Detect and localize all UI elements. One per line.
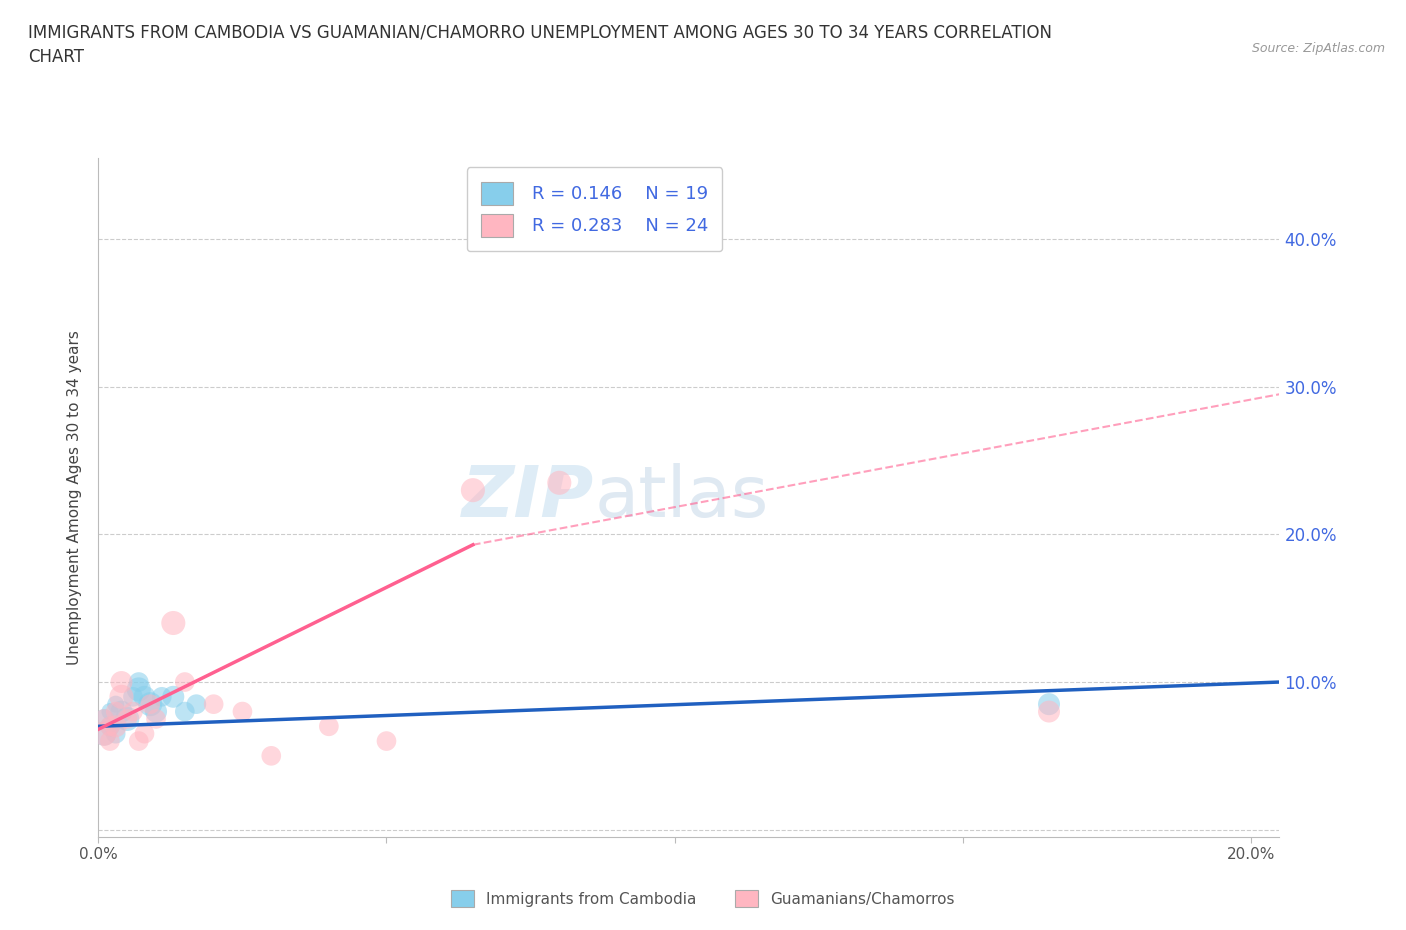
Point [548,475,571,490]
Point [93,711,115,726]
Point [104,726,127,741]
Point [375,734,398,749]
Point [318,719,340,734]
Point [134,689,156,704]
Point [122,704,145,719]
Point [93,711,115,726]
Point [260,749,283,764]
Point [110,704,132,719]
Point [461,483,484,498]
Point [128,682,150,697]
Point [110,674,132,689]
Text: IMMIGRANTS FROM CAMBODIA VS GUAMANIAN/CHAMORRO UNEMPLOYMENT AMONG AGES 30 TO 34 : IMMIGRANTS FROM CAMBODIA VS GUAMANIAN/CH… [28,23,1052,66]
Point [104,704,127,719]
Text: ZIP: ZIP [463,463,595,532]
Point [1038,704,1060,719]
Point [115,711,138,726]
Point [98,734,121,749]
Point [115,711,138,726]
Point [98,719,121,734]
Point [134,726,156,741]
Point [110,689,132,704]
Point [139,697,162,711]
Point [98,704,121,719]
Point [150,689,173,704]
Point [162,689,184,704]
Point [93,726,115,741]
Point [104,697,127,711]
Y-axis label: Unemployment Among Ages 30 to 34 years: Unemployment Among Ages 30 to 34 years [66,330,82,665]
Point [186,697,208,711]
Text: Source: ZipAtlas.com: Source: ZipAtlas.com [1251,42,1385,55]
Point [139,697,162,711]
Point [162,616,184,631]
Point [93,726,115,741]
Point [173,674,195,689]
Legend: Immigrants from Cambodia, Guamanians/Chamorros: Immigrants from Cambodia, Guamanians/Cha… [446,884,960,913]
Point [173,704,195,719]
Point [104,719,127,734]
Point [122,689,145,704]
Point [98,719,121,734]
Point [231,704,253,719]
Point [202,697,225,711]
Text: atlas: atlas [595,463,769,532]
Legend: R = 0.146    N = 19, R = 0.283    N = 24: R = 0.146 N = 19, R = 0.283 N = 24 [467,167,723,251]
Point [145,711,167,726]
Point [1038,697,1060,711]
Point [145,704,167,719]
Point [128,674,150,689]
Point [128,734,150,749]
